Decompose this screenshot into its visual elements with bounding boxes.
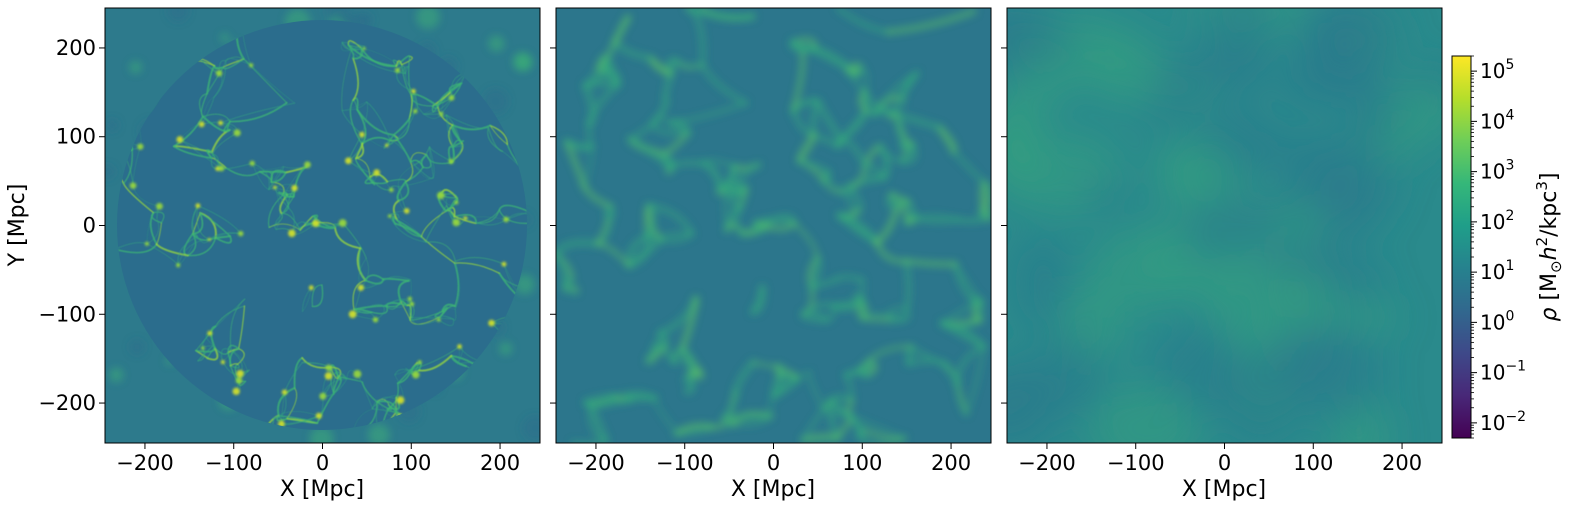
- y-tick-label: 200: [56, 36, 96, 60]
- panel-1-y-label: Y [Mpc]: [5, 184, 30, 268]
- colorbar-tick-label: 100: [1480, 308, 1514, 334]
- colorbar-frame: [1451, 55, 1472, 439]
- panel-2-y-axis: [550, 47, 556, 404]
- panel-2: −200 −100 0 100 200 X [Mpc]: [550, 7, 992, 502]
- x-tick-label: 0: [316, 451, 329, 475]
- panel-3: −200 −100 0 100 200 X [Mpc]: [1001, 7, 1443, 502]
- colorbar-tick-label: 104: [1480, 107, 1514, 133]
- panel-1-heatmap: [105, 8, 540, 443]
- colorbar-ticks: 10−2 10−1 100 101 102 103 104 105: [1471, 55, 1526, 439]
- colorbar-tick-label: 101: [1480, 258, 1514, 284]
- y-tick-label: 0: [83, 214, 96, 238]
- colorbar-label: ρ [M⊙h2/kpc3]: [1533, 173, 1565, 322]
- panel-1-y-axis: −200 −100 0 100 200: [38, 36, 105, 415]
- colorbar: 10−2 10−1 100 101 102 103 104 105 ρ [M⊙h2/kpc3]: [1451, 55, 1565, 439]
- y-tick-label: −100: [38, 302, 96, 326]
- panel-3-x-axis: −200 −100 0 100 200: [1018, 443, 1422, 475]
- x-tick-label: 100: [842, 451, 882, 475]
- x-tick-label: −100: [1107, 451, 1165, 475]
- y-tick-label: 100: [56, 125, 96, 149]
- colorbar-tick-label: 105: [1480, 57, 1514, 83]
- x-tick-label: −200: [116, 451, 174, 475]
- panel-3-heatmap: [1007, 8, 1442, 443]
- colorbar-tick-label: 10−1: [1480, 359, 1526, 385]
- x-tick-label: −200: [567, 451, 625, 475]
- x-tick-label: −100: [205, 451, 263, 475]
- colorbar-tick-label: 102: [1480, 208, 1514, 234]
- x-tick-label: 100: [391, 451, 431, 475]
- x-tick-label: 200: [480, 451, 520, 475]
- x-tick-label: 200: [1382, 451, 1422, 475]
- y-tick-label: −200: [38, 391, 96, 415]
- x-tick-label: 0: [1218, 451, 1231, 475]
- colorbar-tick-label: 103: [1480, 158, 1514, 184]
- x-tick-label: 200: [931, 451, 971, 475]
- panel-1-x-axis: −200 −100 0 100 200: [116, 443, 520, 475]
- x-tick-label: 100: [1293, 451, 1333, 475]
- panel-3-x-label: X [Mpc]: [1182, 477, 1266, 502]
- panel-2-x-axis: −200 −100 0 100 200: [567, 443, 971, 475]
- panel-2-x-label: X [Mpc]: [731, 477, 815, 502]
- colorbar-gradient: [1452, 56, 1471, 438]
- x-tick-label: −200: [1018, 451, 1076, 475]
- panel-2-heatmap: [556, 8, 991, 443]
- panel-1-x-label: X [Mpc]: [280, 477, 364, 502]
- colorbar-tick-label: 10−2: [1480, 409, 1526, 435]
- panel-3-y-axis: [1001, 47, 1007, 404]
- x-tick-label: −100: [656, 451, 714, 475]
- x-tick-label: 0: [767, 451, 780, 475]
